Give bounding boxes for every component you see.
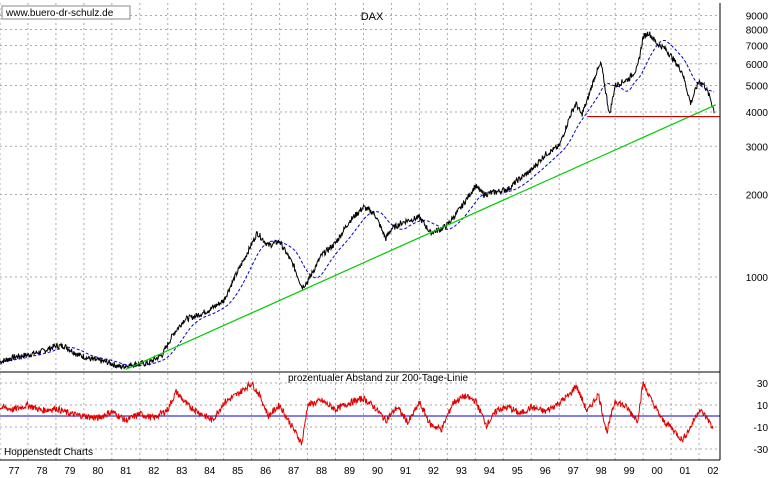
y-tick-label: 4000 [746, 108, 769, 119]
x-tick-label: 91 [400, 466, 412, 477]
trend-support-line [125, 104, 717, 370]
x-tick-label: 81 [120, 466, 132, 477]
x-tick-label: 98 [596, 466, 608, 477]
grid [0, 3, 720, 460]
x-tick-label: 83 [176, 466, 188, 477]
x-tick-label: 89 [344, 466, 356, 477]
y-tick-label: 9000 [746, 12, 769, 23]
x-tick-label: 96 [540, 466, 552, 477]
x-tick-label: 94 [484, 466, 496, 477]
oscillator-tick-label: -30 [754, 445, 769, 456]
x-tick-label: 97 [568, 466, 580, 477]
lower-lines [0, 380, 720, 446]
source-label-box [1, 5, 131, 20]
x-tick-label: 99 [624, 466, 636, 477]
x-tick-label: 92 [428, 466, 440, 477]
x-tick-label: 88 [316, 466, 328, 477]
x-tick-label: 02 [707, 466, 719, 477]
x-tick-label: 86 [260, 466, 272, 477]
x-tick-label: 79 [64, 466, 76, 477]
y-tick-label: 1000 [746, 273, 769, 284]
upper-lines [0, 31, 720, 371]
y-tick-label: 3000 [746, 142, 769, 153]
chart-title: DAX [361, 11, 384, 23]
oscillator-title: prozentualer Abstand zur 200-Tage-Linie [288, 373, 469, 384]
x-tick-label: 84 [204, 466, 216, 477]
x-tick-label: 93 [456, 466, 468, 477]
oscillator-line [0, 380, 714, 446]
oscillator-tick-label: 10 [757, 401, 769, 412]
x-tick-label: 87 [288, 466, 300, 477]
axes: 77 78 79 80 81 82 83 84 85 86 87 88 89 90 91 92 93 94 95 96… [0, 3, 768, 477]
dax-price-line [0, 31, 715, 371]
footer-label: Hoppenstedt Charts [4, 447, 93, 458]
source-label[interactable]: www.buero-dr-schulz.de [5, 8, 114, 19]
x-tick-label: 90 [372, 466, 384, 477]
x-tick-label: 80 [92, 466, 104, 477]
oscillator-tick-label: -10 [754, 423, 769, 434]
x-tick-label: 78 [36, 466, 48, 477]
x-tick-label: 95 [512, 466, 524, 477]
x-tick-label: 82 [148, 466, 160, 477]
y-tick-label: 6000 [746, 60, 769, 71]
x-tick-label: 77 [8, 466, 20, 477]
x-tick-label: 01 [680, 466, 692, 477]
oscillator-tick-label: 30 [757, 379, 769, 390]
y-tick-label: 8000 [746, 26, 769, 37]
y-tick-label: 7000 [746, 41, 769, 52]
y-tick-label: 2000 [746, 191, 769, 202]
ma200-line [0, 39, 715, 367]
x-tick-label: 85 [232, 466, 244, 477]
y-tick-label: 5000 [746, 81, 769, 92]
x-tick-label: 00 [652, 466, 664, 477]
